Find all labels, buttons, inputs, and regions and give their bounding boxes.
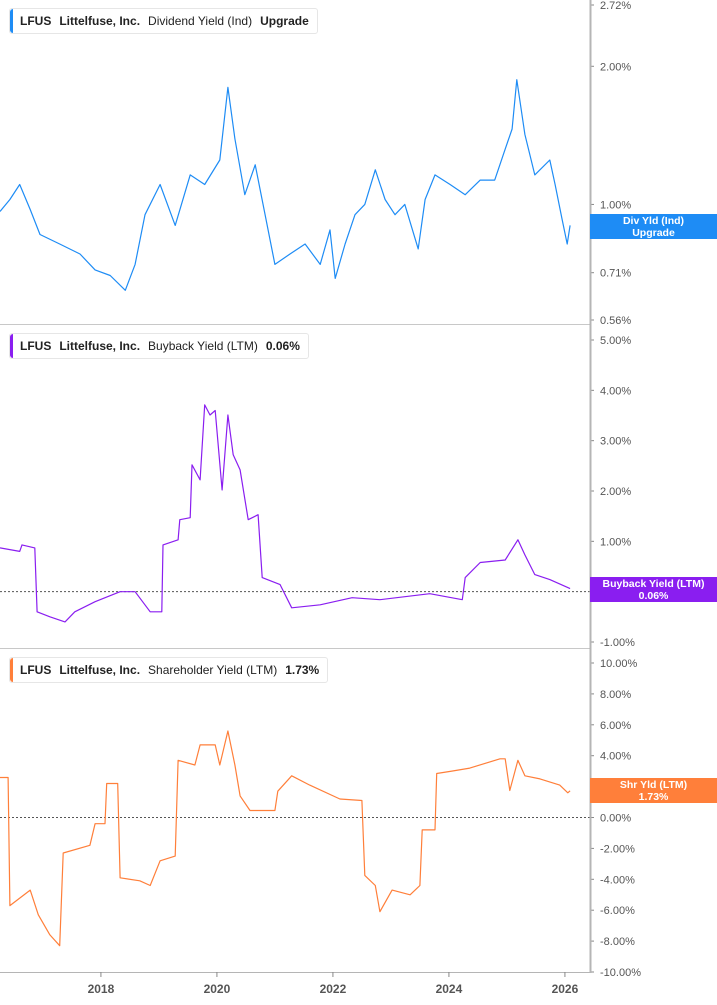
y-tick-label: 1.00% (600, 536, 631, 548)
y-tick-label: 2.00% (600, 61, 631, 73)
legend-value[interactable]: Upgrade (260, 14, 309, 28)
legend-metric: Dividend Yield (Ind) (148, 14, 253, 28)
series-line (0, 404, 571, 623)
badge-value: Upgrade (632, 227, 675, 239)
x-tick-label: 2026 (552, 982, 579, 996)
y-tick-label: -6.00% (600, 905, 635, 917)
legend-value: 0.06% (265, 339, 300, 353)
value-badge-buyback: Buyback Yield (LTM) 0.06% (590, 577, 717, 602)
legend-metric: Shareholder Yield (LTM) (148, 663, 278, 677)
y-tick-label: 4.00% (600, 385, 631, 397)
x-tick-label: 2022 (320, 982, 347, 996)
y-tick-label: 2.72% (600, 0, 631, 12)
y-tick-label: 8.00% (600, 689, 631, 701)
legend-company: Littelfuse, Inc. (59, 339, 141, 353)
y-tick-label: 4.00% (600, 751, 631, 763)
value-badge-dividend: Div Yld (Ind) Upgrade (590, 214, 717, 239)
badge-value: 0.06% (638, 590, 669, 602)
y-tick-label: -1.00% (600, 637, 635, 649)
legend-company: Littelfuse, Inc. (59, 14, 141, 28)
legend-buyback-yield[interactable]: LFUS Littelfuse, Inc. Buyback Yield (LTM… (9, 333, 309, 359)
y-tick-label: 3.00% (600, 436, 631, 448)
y-tick-label: 0.56% (600, 315, 631, 327)
y-tick-label: 5.00% (600, 335, 631, 347)
y-tick-label: 2.00% (600, 486, 631, 498)
legend-shareholder-yield[interactable]: LFUS Littelfuse, Inc. Shareholder Yield … (9, 657, 329, 683)
legend-ticker: LFUS (20, 339, 52, 353)
y-tick-label: 6.00% (600, 720, 631, 732)
legend-color-bar (10, 334, 13, 358)
badge-label: Shr Yld (LTM) (619, 779, 688, 791)
badge-label: Div Yld (Ind) (622, 215, 685, 227)
series-line (0, 79, 571, 291)
legend-metric: Buyback Yield (LTM) (148, 339, 258, 353)
x-tick-label: 2020 (204, 982, 231, 996)
legend-ticker: LFUS (20, 14, 52, 28)
legend-color-bar (10, 658, 13, 682)
badge-value: 1.73% (638, 791, 669, 803)
legend-value: 1.73% (285, 663, 320, 677)
series-line (0, 730, 571, 947)
y-tick-label: -4.00% (600, 874, 635, 886)
y-tick-label: 0.71% (600, 268, 631, 280)
y-tick-label: -2.00% (600, 843, 635, 855)
legend-ticker: LFUS (20, 663, 52, 677)
legend-dividend-yield[interactable]: LFUS Littelfuse, Inc. Dividend Yield (In… (9, 8, 318, 34)
legend-company: Littelfuse, Inc. (59, 663, 141, 677)
y-tick-label: 0.00% (600, 813, 631, 825)
x-tick-label: 2024 (436, 982, 463, 996)
legend-color-bar (10, 9, 13, 33)
badge-label: Buyback Yield (LTM) (602, 578, 705, 590)
y-tick-label: -8.00% (600, 936, 635, 948)
y-tick-label: 10.00% (600, 658, 638, 670)
x-tick-label: 2018 (88, 982, 115, 996)
y-tick-label: 1.00% (600, 199, 631, 211)
y-tick-label: -10.00% (600, 967, 641, 979)
value-badge-shareholder: Shr Yld (LTM) 1.73% (590, 778, 717, 803)
